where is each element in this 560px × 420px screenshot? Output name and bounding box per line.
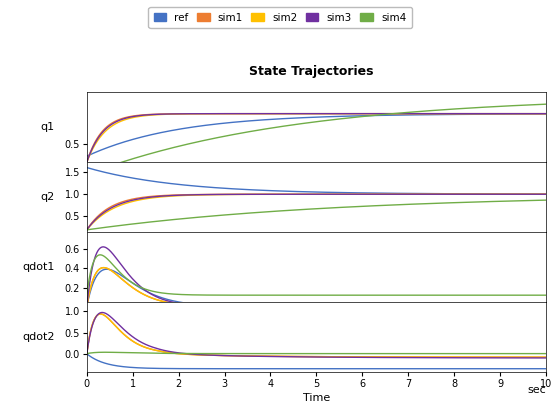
X-axis label: Time: Time (303, 393, 330, 403)
Text: State Trajectories: State Trajectories (249, 65, 373, 78)
Y-axis label: q1: q1 (40, 122, 55, 132)
Y-axis label: qdot1: qdot1 (22, 262, 55, 272)
Y-axis label: q2: q2 (40, 192, 55, 202)
Text: sec: sec (528, 385, 546, 395)
Y-axis label: qdot2: qdot2 (22, 332, 55, 342)
Legend: ref, sim1, sim2, sim3, sim4: ref, sim1, sim2, sim3, sim4 (148, 7, 412, 28)
